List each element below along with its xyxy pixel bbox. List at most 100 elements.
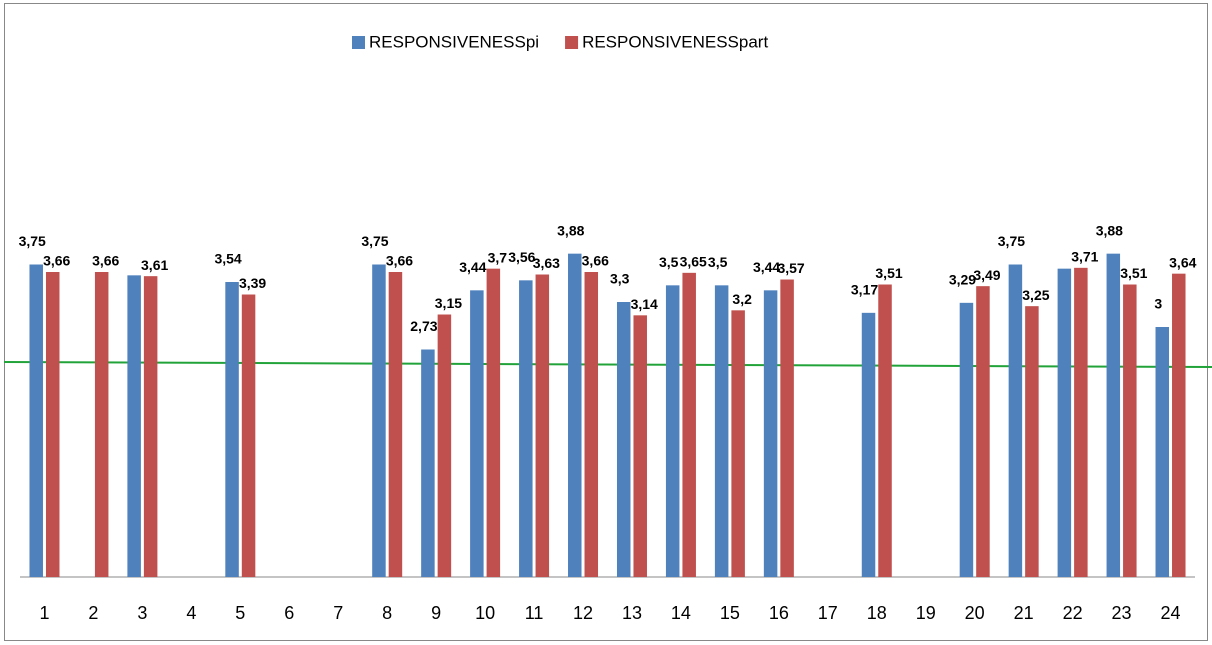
value-label: 3,51 — [1120, 265, 1147, 281]
x-tick-label: 22 — [1063, 603, 1083, 623]
x-tick-label: 15 — [720, 603, 740, 623]
bar — [861, 312, 876, 577]
x-tick-label: 1 — [39, 603, 49, 623]
value-label: 3,17 — [851, 282, 878, 298]
value-label: 3,88 — [557, 222, 584, 238]
value-label: 3,14 — [631, 296, 658, 312]
value-label: 3,25 — [1022, 287, 1049, 303]
value-label: 3,2 — [732, 291, 752, 307]
legend-label: RESPONSIVENESSpart — [582, 32, 768, 51]
legend-label: RESPONSIVENESSpi — [369, 32, 539, 51]
value-label: 3 — [1154, 296, 1162, 312]
bar — [519, 280, 533, 577]
bar — [1008, 264, 1023, 577]
value-label: 3,51 — [875, 265, 902, 281]
x-tick-label: 11 — [525, 603, 544, 623]
value-label: 3,54 — [214, 251, 241, 267]
value-label: 3,65 — [680, 254, 707, 270]
x-tick-label: 5 — [235, 603, 245, 623]
value-label: 3,57 — [777, 260, 804, 276]
value-label: 3,5 — [708, 254, 728, 270]
x-tick-label: 12 — [573, 603, 593, 623]
x-tick-label: 7 — [333, 603, 343, 623]
bar — [714, 285, 729, 577]
bar — [470, 290, 484, 577]
x-tick-label: 8 — [382, 603, 392, 623]
x-tick-label: 9 — [431, 603, 441, 623]
legend-swatch — [565, 36, 579, 49]
value-label: 3,71 — [1071, 249, 1098, 265]
value-label: 3,29 — [949, 272, 976, 288]
value-label: 3,63 — [533, 255, 560, 271]
x-tick-label: 18 — [867, 603, 887, 623]
bar — [1057, 268, 1072, 577]
bar — [1074, 267, 1088, 577]
value-label: 3,56 — [508, 249, 535, 265]
bar — [568, 253, 582, 577]
bar — [94, 272, 109, 577]
x-tick-label: 21 — [1014, 603, 1034, 623]
x-tick-label: 3 — [137, 603, 147, 623]
value-label: 3,39 — [239, 275, 266, 291]
bar — [1106, 253, 1121, 577]
x-tick-label: 2 — [88, 603, 98, 623]
x-tick-label: 13 — [622, 603, 642, 623]
bar — [959, 302, 974, 577]
chart-border — [4, 3, 1208, 641]
x-tick-label: 10 — [475, 603, 495, 623]
bar — [421, 349, 435, 577]
bar — [616, 302, 631, 577]
bar — [29, 264, 43, 577]
bar — [780, 279, 794, 577]
value-label: 3,49 — [973, 267, 1000, 283]
bar — [1172, 273, 1186, 577]
x-tick-label: 19 — [916, 603, 936, 623]
x-tick-label: 24 — [1161, 603, 1181, 623]
value-label: 3,64 — [1169, 254, 1196, 270]
bar — [372, 264, 386, 577]
bar — [241, 294, 256, 577]
value-label: 3,5 — [659, 254, 679, 270]
bar — [584, 272, 599, 577]
bar — [665, 285, 680, 577]
value-label: 3,66 — [43, 253, 70, 269]
bar — [633, 315, 647, 577]
value-label: 3,15 — [435, 295, 462, 311]
value-label: 3,75 — [19, 233, 46, 249]
value-label: 3,61 — [141, 257, 168, 273]
bar — [731, 310, 745, 577]
value-label: 3,75 — [998, 233, 1025, 249]
bar — [878, 284, 892, 577]
value-label: 3,44 — [753, 259, 780, 275]
legend-swatch — [352, 36, 365, 49]
value-label: 3,3 — [610, 271, 630, 287]
x-tick-label: 16 — [769, 603, 789, 623]
bar — [127, 275, 141, 577]
bar — [976, 286, 990, 577]
value-label: 3,66 — [582, 253, 609, 269]
bar — [437, 314, 452, 577]
value-label: 3,66 — [92, 253, 119, 269]
bar — [225, 282, 239, 577]
bar — [45, 272, 60, 577]
value-label: 3,7 — [488, 249, 508, 265]
value-label: 3,88 — [1096, 222, 1123, 238]
x-tick-label: 20 — [965, 603, 985, 623]
bar — [388, 272, 403, 577]
bar — [143, 276, 158, 577]
bar — [1123, 284, 1137, 577]
value-label: 3,66 — [386, 253, 413, 269]
x-tick-label: 6 — [284, 603, 294, 623]
bar — [535, 274, 550, 577]
bar — [486, 268, 501, 577]
value-label: 2,73 — [410, 318, 437, 334]
value-label: 3,44 — [459, 259, 486, 275]
bar — [682, 272, 696, 577]
x-tick-label: 23 — [1112, 603, 1132, 623]
x-tick-label: 14 — [671, 603, 691, 623]
bar — [763, 290, 778, 577]
value-label: 3,75 — [361, 233, 388, 249]
bar — [1025, 306, 1039, 577]
bar — [1155, 327, 1170, 577]
